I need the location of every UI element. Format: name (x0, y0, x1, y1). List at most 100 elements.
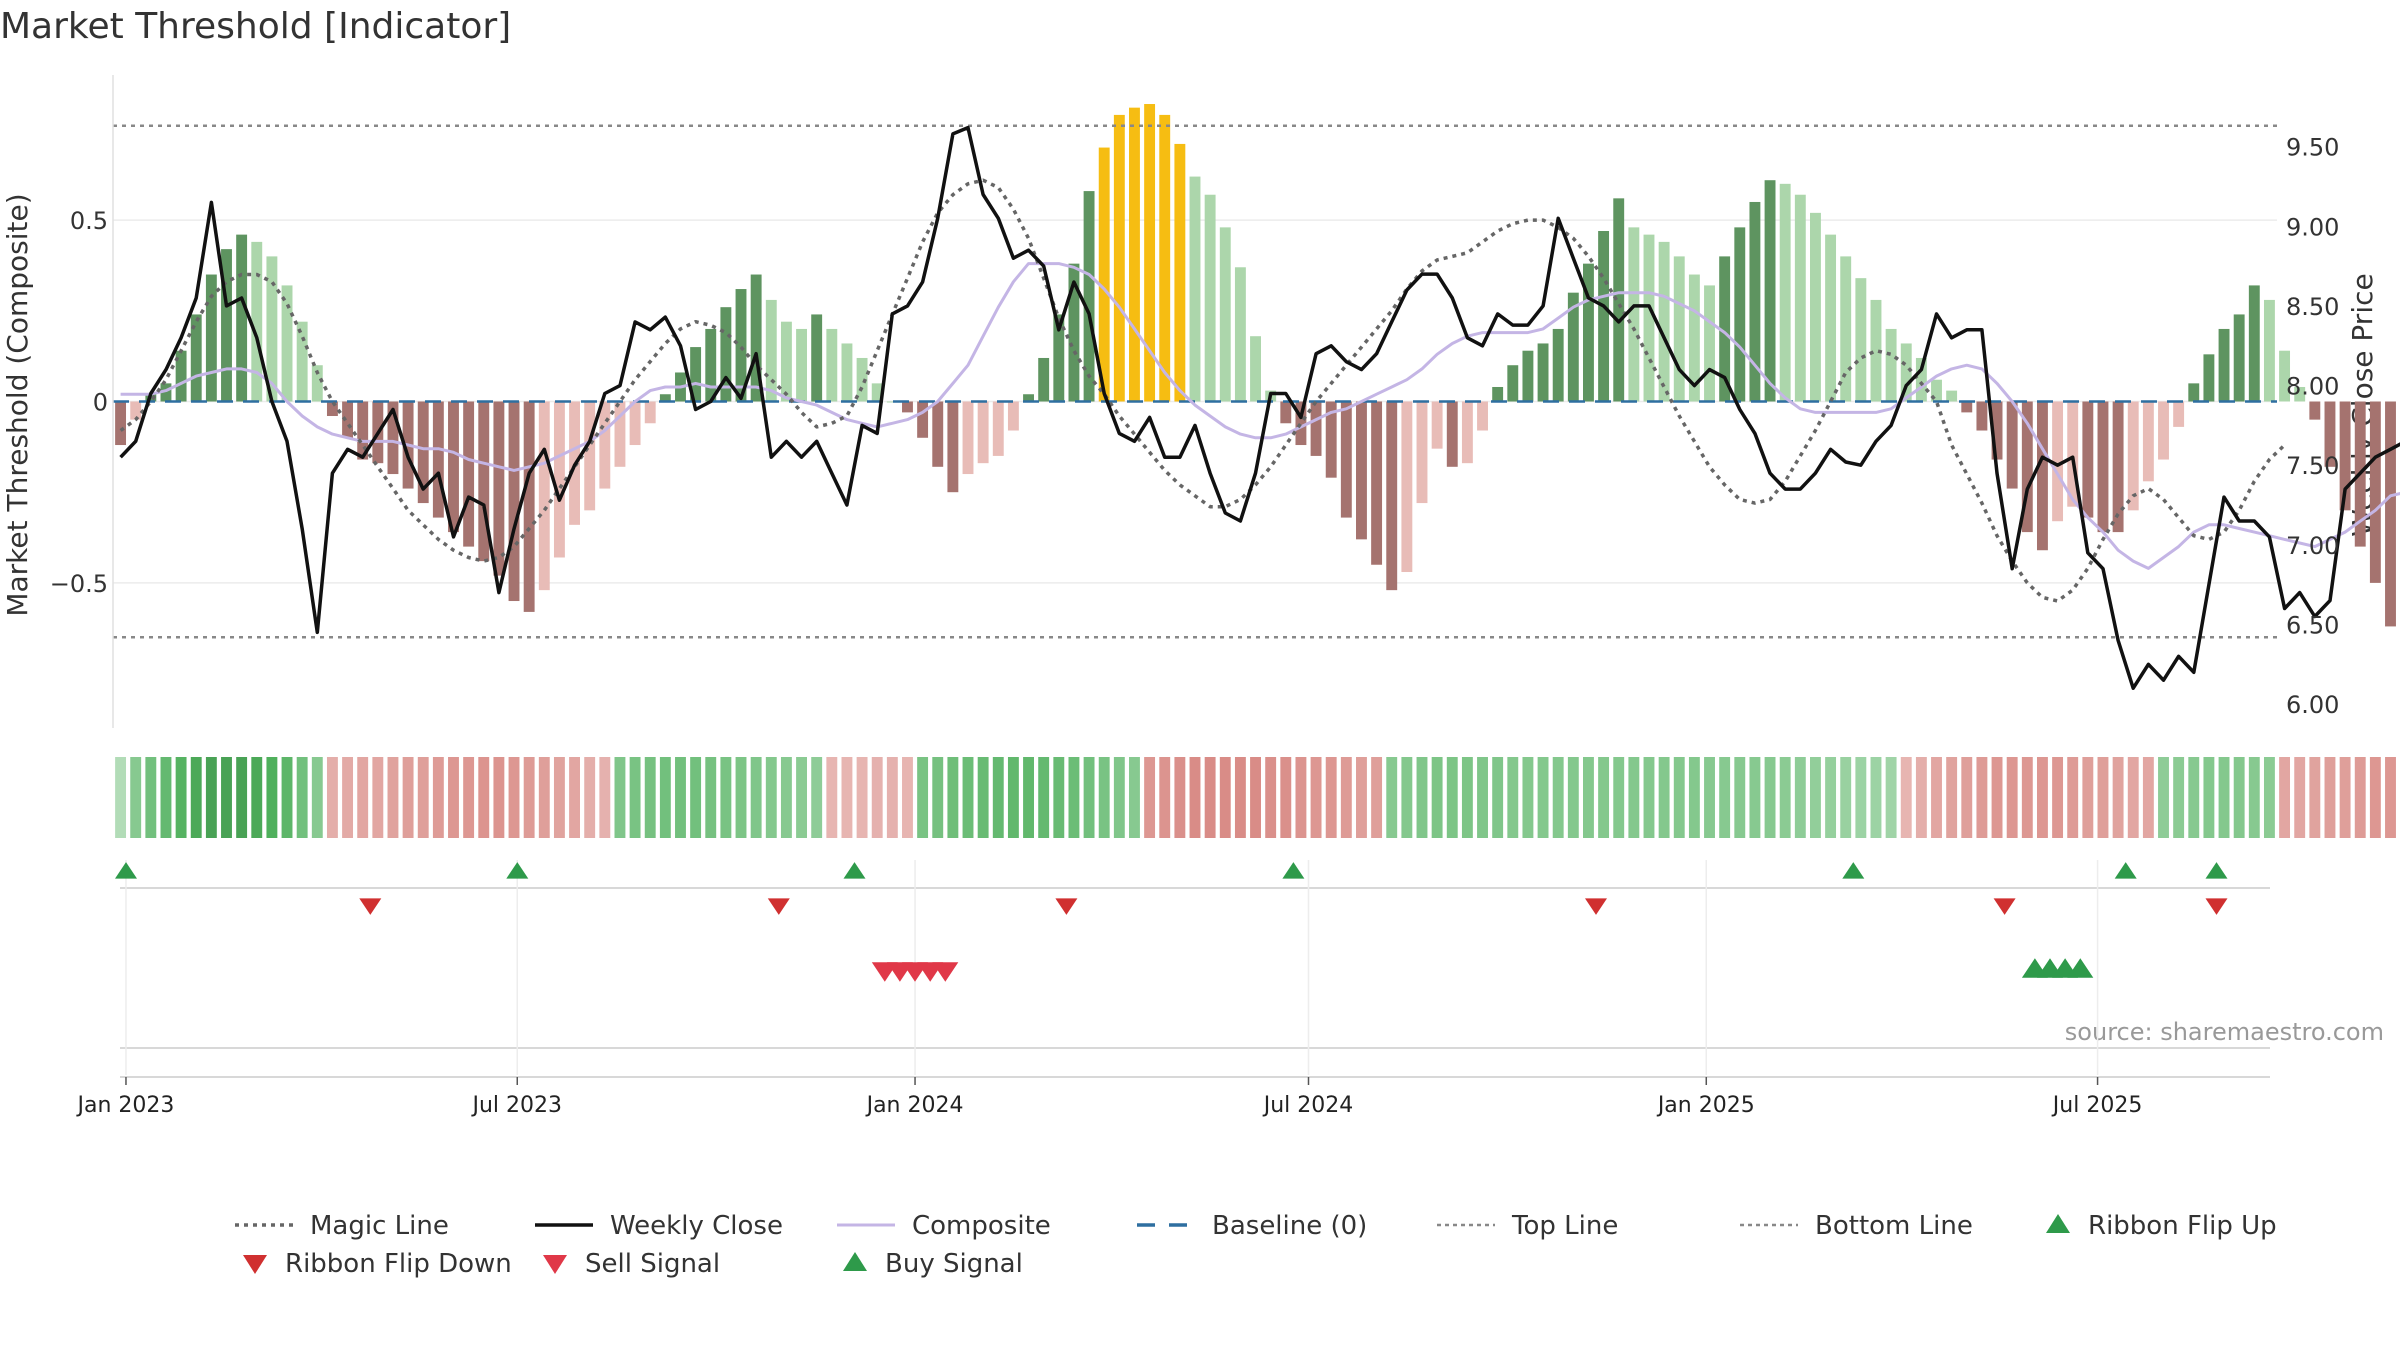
x-tick-label: Jan 2023 (76, 1093, 175, 1118)
ribbon-cell (523, 757, 535, 838)
ribbon-cell (1098, 757, 1110, 838)
composite-bar (644, 401, 656, 424)
ribbon-cell (2173, 757, 2185, 838)
ribbon-cell (1204, 757, 1216, 838)
composite-bar (1522, 350, 1534, 402)
ribbon-flip-up-marker (115, 862, 137, 879)
right-tick-label: 8.00 (2286, 373, 2339, 401)
ribbon-cell (1401, 757, 1413, 838)
ribbon-cell (1794, 757, 1806, 838)
composite-bar (720, 307, 732, 402)
composite-bar (2067, 401, 2079, 507)
composite-bar (236, 234, 248, 402)
left-tick-label: 0.5 (70, 207, 108, 235)
composite-bar (917, 401, 929, 438)
ribbon-cell (326, 757, 338, 838)
ribbon-cell (992, 757, 1004, 838)
ribbon-cell (675, 757, 686, 838)
ribbon-cell (735, 757, 747, 838)
ribbon-cell (614, 757, 626, 838)
composite-bar (493, 401, 505, 576)
ribbon-cell (1189, 757, 1201, 838)
ribbon-cell (1250, 757, 1261, 838)
composite-bar (2294, 386, 2306, 402)
right-tick-label: 6.50 (2286, 611, 2339, 639)
composite-bar (841, 343, 853, 402)
ribbon-cell (1113, 757, 1125, 838)
composite-bar (2233, 314, 2245, 402)
ribbon-flip-up-marker (2205, 862, 2228, 879)
ribbon-cell (1416, 757, 1428, 838)
right-tick-label: 6.00 (2286, 691, 2339, 719)
composite-bar (1356, 401, 1367, 540)
composite-bar (614, 401, 626, 467)
ribbon-cell (175, 757, 187, 838)
ribbon-cell (1719, 757, 1731, 838)
composite-bar (1431, 401, 1443, 449)
legend: Magic Line Weekly Close Composite Baseline … (235, 1211, 2277, 1279)
ribbon-cell (1325, 757, 1337, 838)
composite-bar (175, 350, 187, 402)
composite-bar (1567, 292, 1579, 402)
ribbon-cell (2188, 757, 2200, 838)
legend-label: Buy Signal (885, 1249, 1023, 1279)
ribbon-cell (2082, 757, 2094, 838)
ribbon-cell (2294, 757, 2306, 838)
ribbon-cell (190, 757, 202, 838)
ribbon-cell (1764, 757, 1776, 838)
composite-bar (2112, 401, 2124, 533)
ribbon-cell (902, 757, 913, 838)
composite-bar (1688, 274, 1700, 402)
composite-bar (115, 401, 127, 446)
ribbon-cell (417, 757, 429, 838)
composite-bar (871, 383, 883, 402)
legend-item: Ribbon Flip Up (2046, 1211, 2277, 1241)
composite-bar (735, 289, 747, 402)
composite-bar (1734, 227, 1746, 402)
composite-bar (523, 401, 535, 612)
composite-bar (1492, 386, 1504, 402)
composite-bar (2309, 401, 2321, 420)
ribbon-strip (115, 757, 2396, 838)
composite-bar (1673, 256, 1685, 402)
lines-layer (113, 124, 2400, 690)
composite-bar (1931, 379, 1942, 402)
composite-bar (1083, 191, 1095, 402)
composite-bar (508, 401, 520, 602)
ribbon-cell (2052, 757, 2064, 838)
ribbon-cell (644, 757, 656, 838)
buy-signal-marker (2067, 958, 2094, 978)
composite-bar (2173, 401, 2185, 427)
composite-bar (2324, 401, 2336, 467)
legend-marker (243, 1255, 267, 1274)
composite-bar (1129, 107, 1140, 402)
legend-label: Weekly Close (610, 1211, 783, 1241)
composite-bar (1613, 198, 1625, 402)
composite-bar (690, 347, 702, 402)
composite-bar (478, 401, 490, 562)
legend-marker (543, 1255, 567, 1274)
ribbon-cell (448, 757, 459, 838)
markers-layer (115, 860, 2270, 1078)
composite-bar (432, 401, 444, 518)
ribbon-cell (2036, 757, 2048, 838)
composite-bar (448, 401, 459, 533)
composite-bar (1507, 365, 1519, 402)
ribbon-cell (2158, 757, 2169, 838)
composite-bar (2279, 350, 2291, 402)
ribbon-cell (342, 757, 354, 838)
legend-marker (843, 1252, 867, 1271)
legend-label: Bottom Line (1815, 1211, 1973, 1241)
composite-bar (947, 401, 959, 493)
composite-bar (160, 383, 172, 402)
ribbon-cell (2339, 757, 2351, 838)
weekly-close-line (119, 125, 2400, 690)
composite-bar (1204, 194, 1216, 402)
right-tick-label: 7.50 (2286, 452, 2339, 480)
composite-bar (2369, 401, 2381, 583)
ribbon-cell (553, 757, 565, 838)
composite-bar (1764, 180, 1776, 402)
ribbon-cell (130, 757, 142, 838)
composite-bar (2203, 354, 2215, 402)
composite-bar (659, 394, 671, 402)
